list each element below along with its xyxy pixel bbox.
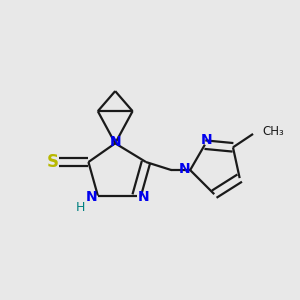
Text: N: N (137, 190, 149, 204)
Text: N: N (200, 133, 212, 147)
Text: H: H (76, 201, 85, 214)
Text: CH₃: CH₃ (262, 125, 284, 138)
Text: N: N (110, 135, 121, 149)
Text: N: N (85, 190, 97, 204)
Text: S: S (47, 153, 59, 171)
Text: N: N (179, 162, 190, 176)
